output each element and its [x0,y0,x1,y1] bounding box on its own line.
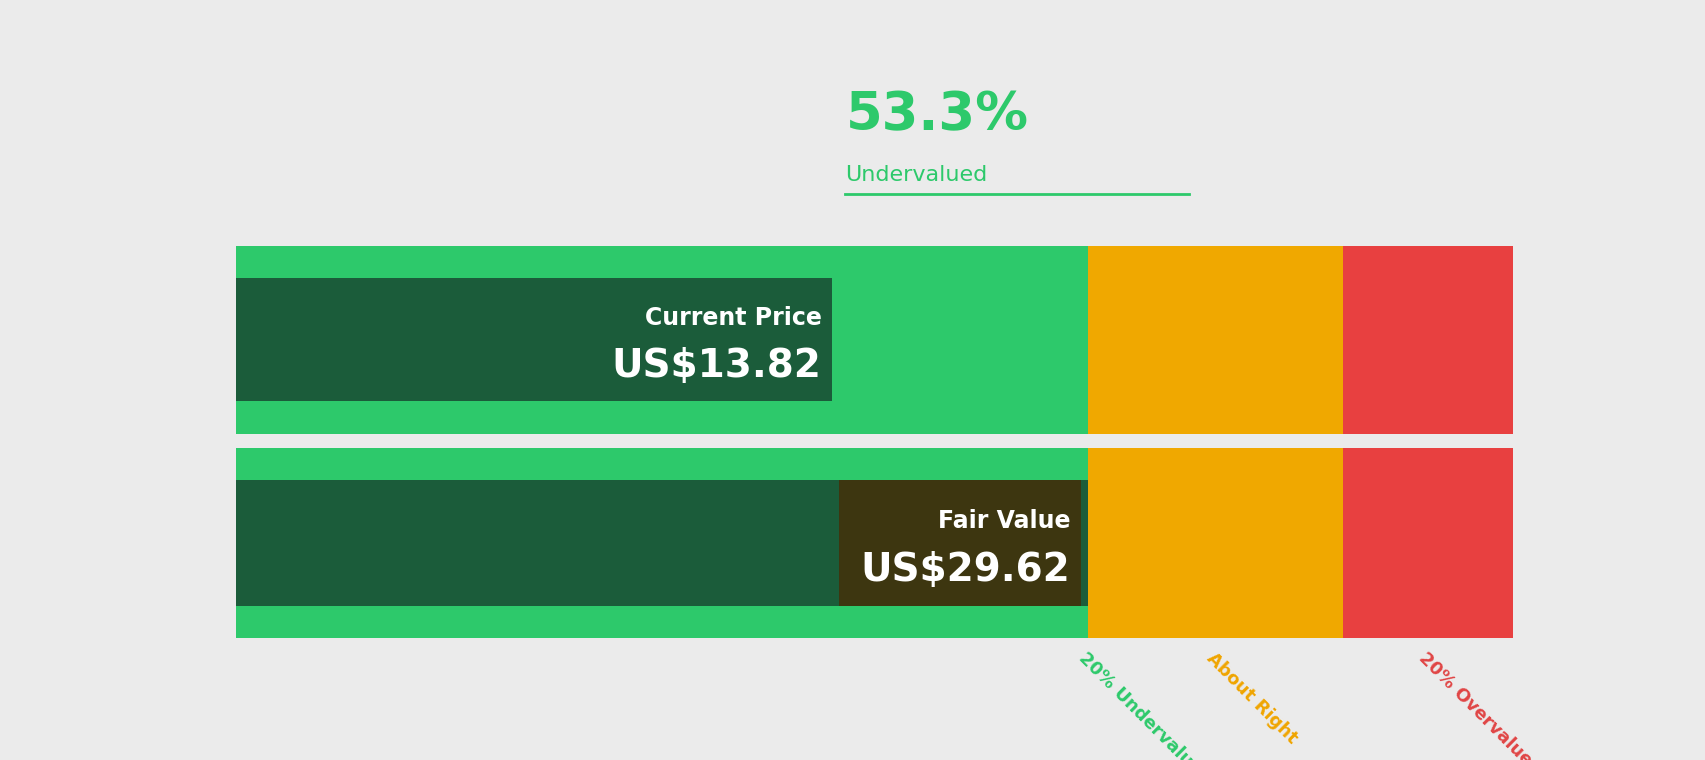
Bar [235,448,1088,638]
Text: Current Price: Current Price [644,306,822,330]
Text: 20% Undervalued: 20% Undervalued [1074,649,1212,760]
Bar [1342,448,1512,638]
Text: US$13.82: US$13.82 [612,347,822,385]
Bar [1088,246,1342,433]
Bar [1342,246,1512,433]
Bar [235,278,832,401]
Text: 53.3%: 53.3% [846,89,1028,141]
Text: US$29.62: US$29.62 [861,550,1069,588]
Bar [235,246,1088,433]
Text: About Right: About Right [1202,649,1299,747]
Text: 20% Overvalued: 20% Overvalued [1415,649,1543,760]
Text: Undervalued: Undervalued [846,165,987,185]
Bar [235,480,1088,606]
Bar [1088,448,1342,638]
Bar [839,480,1081,606]
Text: Fair Value: Fair Value [938,509,1069,533]
